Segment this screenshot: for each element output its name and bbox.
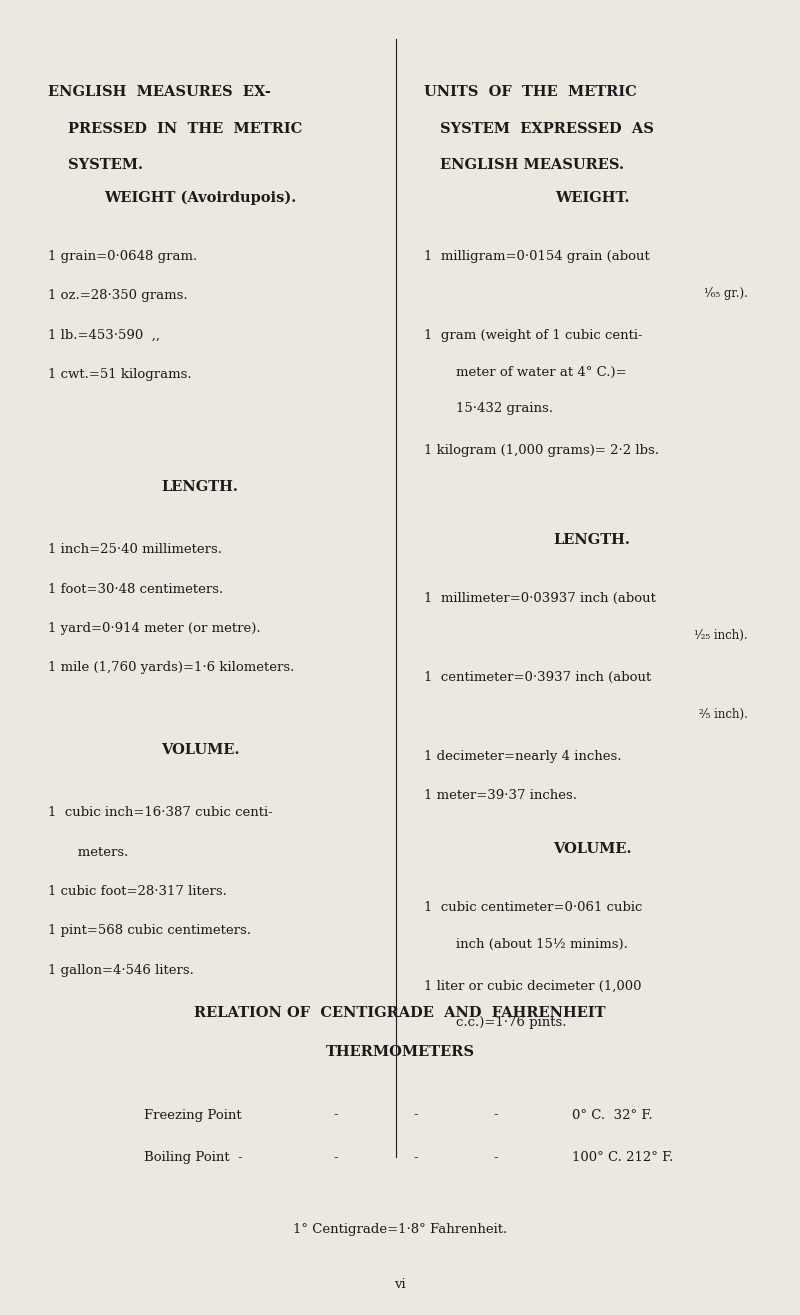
Text: 1  cubic inch=16·387 cubic centi-: 1 cubic inch=16·387 cubic centi- xyxy=(48,806,273,819)
Text: 1 pint=568 cubic centimeters.: 1 pint=568 cubic centimeters. xyxy=(48,924,251,938)
Text: -: - xyxy=(494,1151,498,1164)
Text: 1 yard=0·914 meter (or metre).: 1 yard=0·914 meter (or metre). xyxy=(48,622,261,635)
Text: 1  centimeter=0·3937 inch (about: 1 centimeter=0·3937 inch (about xyxy=(424,671,651,684)
Text: 1  millimeter=0·03937 inch (about: 1 millimeter=0·03937 inch (about xyxy=(424,592,656,605)
Text: -: - xyxy=(334,1151,338,1164)
Text: WEIGHT.: WEIGHT. xyxy=(554,191,630,205)
Text: ENGLISH MEASURES.: ENGLISH MEASURES. xyxy=(440,158,624,172)
Text: -: - xyxy=(414,1109,418,1122)
Text: 1 oz.=28·350 grams.: 1 oz.=28·350 grams. xyxy=(48,289,188,302)
Text: -: - xyxy=(494,1109,498,1122)
Text: THERMOMETERS: THERMOMETERS xyxy=(326,1045,474,1060)
Text: 1 kilogram (1,000 grams)= 2·2 lbs.: 1 kilogram (1,000 grams)= 2·2 lbs. xyxy=(424,444,659,458)
Text: 0° C.  32° F.: 0° C. 32° F. xyxy=(572,1109,653,1122)
Text: ¹⁄₂₅ inch).: ¹⁄₂₅ inch). xyxy=(694,629,748,642)
Text: 100° C. 212° F.: 100° C. 212° F. xyxy=(572,1151,674,1164)
Text: VOLUME.: VOLUME. xyxy=(161,743,239,757)
Text: SYSTEM.: SYSTEM. xyxy=(68,158,143,172)
Text: -: - xyxy=(334,1109,338,1122)
Text: 1  milligram=0·0154 grain (about: 1 milligram=0·0154 grain (about xyxy=(424,250,650,263)
Text: -: - xyxy=(414,1151,418,1164)
Text: 1 meter=39·37 inches.: 1 meter=39·37 inches. xyxy=(424,789,577,802)
Text: 1  gram (weight of 1 cubic centi-: 1 gram (weight of 1 cubic centi- xyxy=(424,329,642,342)
Text: 1 decimeter=nearly 4 inches.: 1 decimeter=nearly 4 inches. xyxy=(424,750,622,763)
Text: LENGTH.: LENGTH. xyxy=(162,480,238,494)
Text: 1 gallon=4·546 liters.: 1 gallon=4·546 liters. xyxy=(48,964,194,977)
Text: PRESSED  IN  THE  METRIC: PRESSED IN THE METRIC xyxy=(68,122,302,137)
Text: meters.: meters. xyxy=(48,846,128,859)
Text: 1  cubic centimeter=0·061 cubic: 1 cubic centimeter=0·061 cubic xyxy=(424,901,642,914)
Text: VOLUME.: VOLUME. xyxy=(553,842,631,856)
Text: 1 inch=25·40 millimeters.: 1 inch=25·40 millimeters. xyxy=(48,543,222,556)
Text: vi: vi xyxy=(394,1278,406,1291)
Text: UNITS  OF  THE  METRIC: UNITS OF THE METRIC xyxy=(424,85,637,100)
Text: 1 liter or cubic decimeter (1,000: 1 liter or cubic decimeter (1,000 xyxy=(424,980,642,993)
Text: ²⁄₅ inch).: ²⁄₅ inch). xyxy=(699,707,748,721)
Text: 1 lb.=453·590  ,,: 1 lb.=453·590 ,, xyxy=(48,329,160,342)
Text: 15·432 grains.: 15·432 grains. xyxy=(456,402,553,416)
Text: Freezing Point: Freezing Point xyxy=(144,1109,242,1122)
Text: 1 foot=30·48 centimeters.: 1 foot=30·48 centimeters. xyxy=(48,583,223,596)
Text: 1 grain=0·0648 gram.: 1 grain=0·0648 gram. xyxy=(48,250,198,263)
Text: WEIGHT (Avoirdupois).: WEIGHT (Avoirdupois). xyxy=(104,191,296,205)
Text: ENGLISH  MEASURES  EX-: ENGLISH MEASURES EX- xyxy=(48,85,271,100)
Text: LENGTH.: LENGTH. xyxy=(554,533,630,547)
Text: 1 cwt.=51 kilograms.: 1 cwt.=51 kilograms. xyxy=(48,368,192,381)
Text: inch (about 15½ minims).: inch (about 15½ minims). xyxy=(456,938,628,951)
Text: 1° Centigrade=1·8° Fahrenheit.: 1° Centigrade=1·8° Fahrenheit. xyxy=(293,1223,507,1236)
Text: SYSTEM  EXPRESSED  AS: SYSTEM EXPRESSED AS xyxy=(440,122,654,137)
Text: c.c.)=1·76 pints.: c.c.)=1·76 pints. xyxy=(456,1016,566,1030)
Text: RELATION OF  CENTIGRADE  AND  FAHRENHEIT: RELATION OF CENTIGRADE AND FAHRENHEIT xyxy=(194,1006,606,1020)
Text: 1 mile (1,760 yards)=1·6 kilometers.: 1 mile (1,760 yards)=1·6 kilometers. xyxy=(48,661,294,675)
Text: 1 cubic foot=28·317 liters.: 1 cubic foot=28·317 liters. xyxy=(48,885,227,898)
Text: Boiling Point  -: Boiling Point - xyxy=(144,1151,242,1164)
Text: ¹⁄₆₅ gr.).: ¹⁄₆₅ gr.). xyxy=(704,287,748,300)
Text: meter of water at 4° C.)=: meter of water at 4° C.)= xyxy=(456,366,626,379)
